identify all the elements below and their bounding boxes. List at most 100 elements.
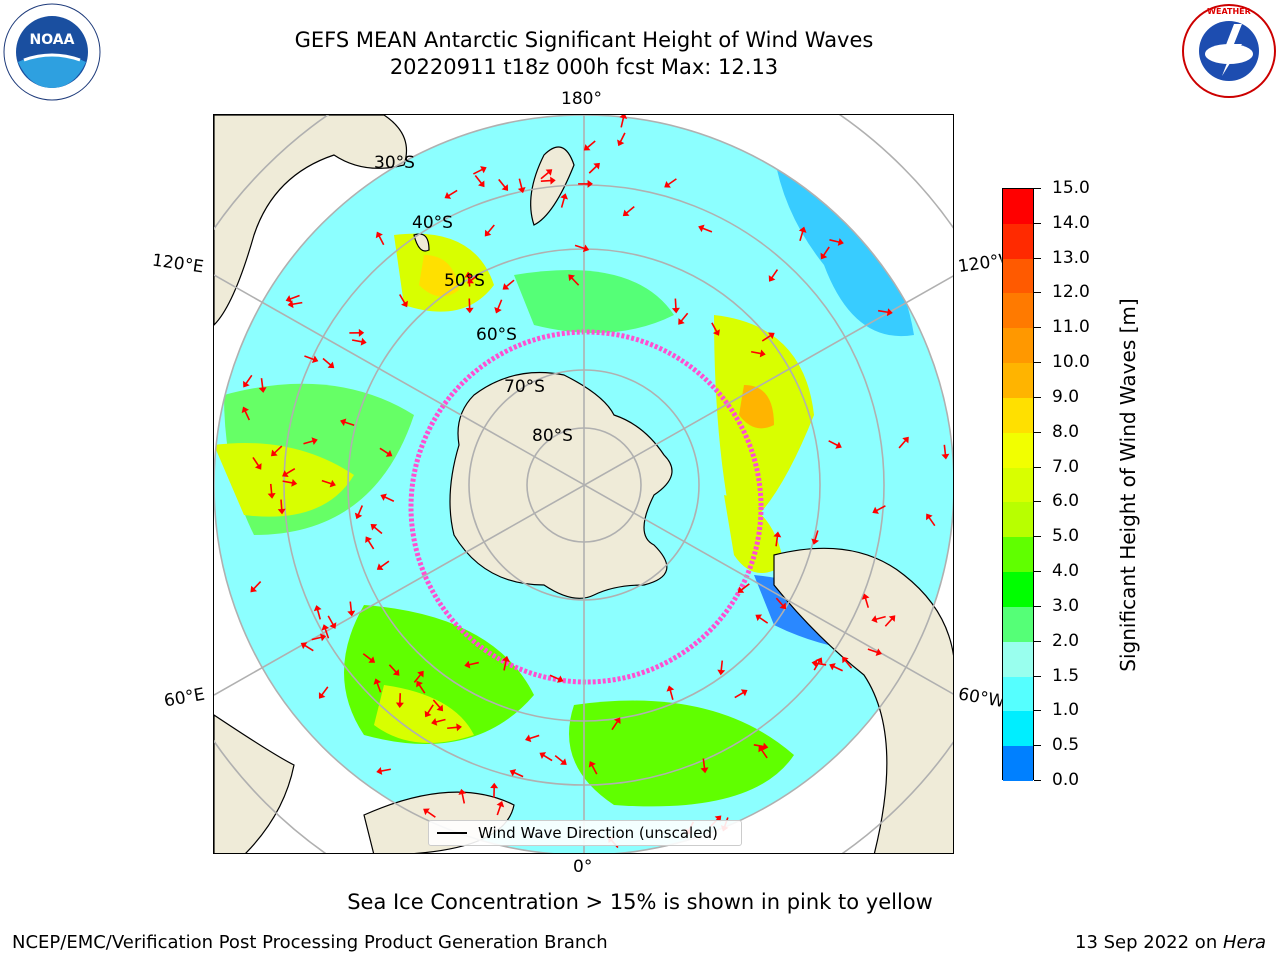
wave-direction-arrowhead [545,169,553,176]
colorbar-tick-label: 9.0 [1052,386,1080,407]
colorbar-band [1003,189,1033,225]
wave-direction-arrow [813,661,820,671]
chart-subtitle: 20220911 t18z 000h fcst Max: 12.13 [389,55,779,79]
colorbar-tick-label: 11.0 [1052,317,1090,338]
wave-direction-arrow [771,269,779,279]
colorbar-tick-label: 4.0 [1052,561,1080,582]
wave-direction-arrow [814,530,819,541]
wave-direction-arrowhead [717,669,726,676]
colorbar-tick-label: 12.0 [1052,282,1090,303]
colorbar-tick-label: 1.0 [1052,700,1080,721]
wave-direction-arrowhead [319,633,327,642]
wave-direction-arrowhead [617,139,625,147]
colorbar-tick-label: 8.0 [1052,421,1080,442]
polar-map: 30°S 40°S 50°S 60°S 70°S 80°S [214,115,953,853]
wave-direction-arrow [884,618,893,627]
wave-direction-arrow [875,615,886,621]
wave-direction-arrow [470,273,480,282]
wave-direction-arrow [775,597,784,607]
colorbar-tick-label: 6.0 [1052,491,1080,512]
antarctica [449,371,673,599]
colorbar-tick [1034,292,1041,294]
colorbar-tick [1034,745,1041,747]
wave-direction-arrowhead [815,657,823,665]
legend-text: Wind Wave Direction (unscaled) [478,824,718,842]
lat-label-50s: 50°S [444,271,485,291]
wave-direction-arrowhead [941,453,950,460]
graticule [214,115,953,853]
wave-direction-arrowhead [737,586,745,593]
colorbar-tick-label: 13.0 [1052,247,1090,268]
wave-direction-arrow [720,660,724,671]
sea-ice-note: Sea Ice Concentration > 15% is shown in … [347,890,933,914]
wave-direction-arrow [448,189,458,197]
wave-direction-arrowhead [392,669,400,676]
wave-direction-arrowhead [902,436,909,444]
wave-direction-arrowhead [502,655,510,662]
colorbar-tick [1034,431,1041,433]
wave-direction-arrow [349,601,353,612]
wave-direction-arrow [376,682,382,693]
wave-direction-arrow [734,691,744,699]
wave-direction-arrow [432,699,441,709]
wave-direction-arrowhead [779,602,787,610]
wave-direction-arrowhead [539,752,547,759]
wave-direction-arrowhead [480,166,487,174]
wave-direction-arrow [245,374,253,384]
land-masses [214,115,953,853]
wave-direction-arrowhead [373,678,382,685]
chart-title: GEFS MEAN Antarctic Significant Height o… [294,28,874,52]
wave-direction-arrow [928,517,936,527]
wave-direction-arrowhead [254,463,262,470]
wave-direction-arrowhead [698,224,705,233]
wave-direction-arrowhead [888,615,896,622]
wave-direction-arrow [357,505,364,515]
wave-direction-arrow [324,628,330,639]
wave-direction-arrow [753,744,764,748]
wave-direction-arrow [260,378,264,389]
wave-direction-arrowhead [502,283,510,290]
wave-direction-arrowhead [758,745,766,753]
colorbar-tick [1034,571,1041,573]
wave-direction-arrow [761,334,772,342]
wave-direction-arrowhead [811,538,820,545]
colorbar-tick-label: 15.0 [1052,178,1090,198]
wave-direction-arrow [498,178,506,188]
wave-direction-arrowhead [465,307,474,314]
wave-direction-arrowhead [277,508,286,515]
wave-direction-arrow [571,277,580,286]
wave-direction-arrow [711,322,718,332]
wave-direction-arrowhead [517,186,526,194]
wave-direction-arrowhead [360,337,367,346]
wave-direction-arrow [626,206,635,214]
wave-direction-arrowhead [926,513,933,521]
wave-direction-arrow [758,616,769,624]
colorbar-tick [1034,188,1041,189]
colorbar-band [1003,502,1033,538]
wave-direction-arrow [285,468,296,475]
wave-direction-arrowhead [423,808,430,816]
legend-line-swatch [437,832,467,834]
wave-direction-arrow [399,294,406,304]
wave-direction-arrowhead [622,209,630,217]
wave-direction-arrow [591,764,598,775]
wave-direction-arrowhead [582,244,590,253]
wave-direction-arrowhead [347,610,356,617]
wave-direction-arrowhead [431,718,438,726]
wave-direction-arrow [587,140,596,149]
colorbar-tick-label: 7.0 [1052,456,1080,477]
sea-ice-edge [408,329,764,685]
wave-direction-arrowhead [267,493,276,499]
wave-direction-arrowhead [886,308,893,317]
wave-direction-arrowhead [837,238,844,246]
colorbar-band [1003,223,1033,260]
wave-direction-arrowhead [768,332,775,340]
wave-direction-arrow [474,174,483,184]
wave-direction-arrow [505,279,515,288]
wave-direction-arrowhead [376,563,384,570]
colorbar-band [1003,746,1033,782]
wave-direction-arrowhead [291,478,298,487]
wave-direction-arrow [322,357,332,366]
wave-direction-arrowhead [872,506,879,514]
map-panel: 30°S 40°S 50°S 60°S 70°S 80°S [213,114,954,854]
